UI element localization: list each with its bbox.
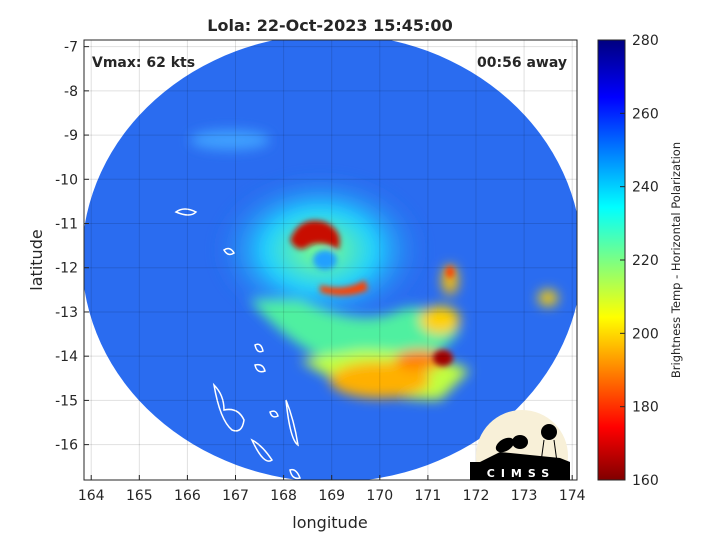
x-axis-label: longitude [292, 513, 367, 532]
y-tick-label: -16 [55, 438, 78, 454]
y-tick-label: -14 [55, 349, 78, 365]
y-tick-label: -11 [55, 217, 78, 233]
y-tick-label: -10 [55, 172, 78, 188]
colorbar-tick-label: 220 [632, 253, 659, 269]
y-tick-label: -8 [64, 84, 78, 100]
logo-text: CIMSS [487, 467, 555, 480]
x-tick-label: 173 [511, 488, 538, 504]
plot-title: Lola: 22-Oct-2023 15:45:00 [207, 16, 452, 35]
axes-box [83, 39, 578, 481]
coastlines [174, 208, 302, 480]
x-tick-label: 172 [463, 488, 490, 504]
x-tick-label: 165 [126, 488, 153, 504]
y-tick-label: -13 [55, 305, 78, 321]
x-tick-label: 174 [559, 488, 586, 504]
x-tick-label: 168 [270, 488, 297, 504]
grid [84, 40, 577, 480]
x-tick-label: 164 [78, 488, 105, 504]
x-tick-label: 169 [318, 488, 345, 504]
x-tick-label: 171 [415, 488, 442, 504]
y-tick-label: -12 [55, 261, 78, 277]
colorbar-label: Brightness Temp - Horizontal Polarizatio… [669, 142, 683, 378]
colorbar-tick-label: 260 [632, 106, 659, 122]
x-tick-label: 170 [366, 488, 393, 504]
y-tick-label: -15 [55, 393, 78, 409]
x-tick-label: 166 [174, 488, 201, 504]
x-tick-label: 167 [222, 488, 249, 504]
y-tick-label: -7 [64, 40, 78, 56]
vmax-label: Vmax: 62 kts [92, 55, 195, 71]
cimss-logo: CIMSS [470, 410, 570, 480]
y-axis-label: latitude [27, 229, 46, 290]
colorbar-tick-label: 180 [632, 400, 659, 416]
colorbar-ticks: 160 180 200 220 240 260 280 [620, 33, 659, 489]
y-tick-label: -9 [64, 128, 78, 144]
satellite-swath [84, 40, 577, 480]
colorbar-tick-label: 160 [632, 473, 659, 489]
colorbar-tick-label: 240 [632, 180, 659, 196]
x-axis: 164 165 166 167 168 169 170 171 172 173 174 [78, 475, 586, 504]
time-away-label: 00:56 away [477, 55, 567, 71]
colorbar-tick-label: 200 [632, 326, 659, 342]
y-axis: -7 -8 -9 -10 -11 -12 -13 -14 -15 -16 [55, 40, 89, 454]
colorbar-tick-label: 280 [632, 33, 659, 49]
